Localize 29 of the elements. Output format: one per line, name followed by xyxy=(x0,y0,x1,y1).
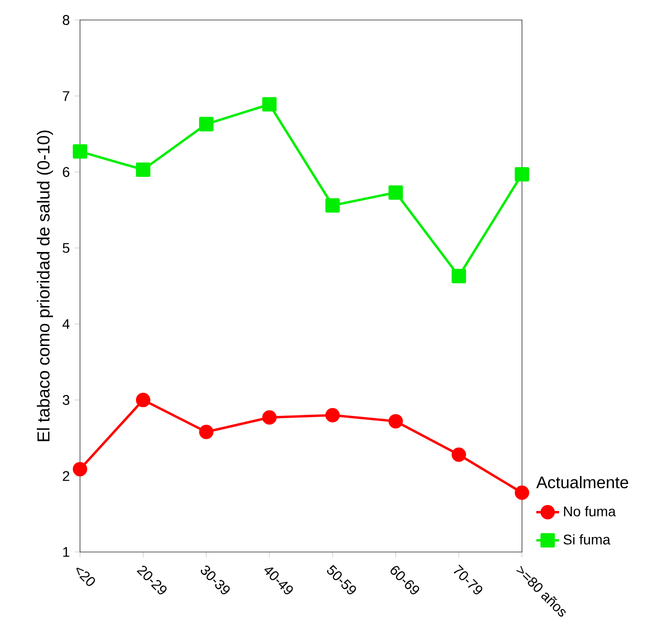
point xyxy=(262,410,277,425)
y-tick-label: 4 xyxy=(62,319,70,329)
point xyxy=(388,414,403,428)
legend-title: Actualmente xyxy=(536,476,628,488)
legend-label: Si fuma xyxy=(564,534,610,545)
y-tick-label: 3 xyxy=(62,395,70,405)
y-axis-title: El tabaco como prioridad de salud (0-10) xyxy=(36,130,54,442)
point xyxy=(136,392,150,408)
y-tick-label: 6 xyxy=(62,167,70,177)
x-tick-label: <20 xyxy=(76,568,95,586)
point xyxy=(514,486,530,500)
y-tick-label: 7 xyxy=(62,91,70,101)
legend-label: No fuma xyxy=(564,506,616,516)
point xyxy=(452,268,466,284)
point xyxy=(325,408,340,422)
point xyxy=(136,162,150,177)
point xyxy=(199,424,214,440)
y-tick-label: 8 xyxy=(62,15,70,25)
y-tick-label: 2 xyxy=(62,471,70,481)
point xyxy=(452,448,466,462)
y-tick-label: 5 xyxy=(62,243,70,253)
point xyxy=(325,198,340,213)
point xyxy=(514,167,530,182)
point xyxy=(199,116,214,132)
point xyxy=(262,97,277,112)
y-tick-label: 1 xyxy=(63,547,70,557)
point xyxy=(388,185,403,200)
point xyxy=(72,144,88,159)
point xyxy=(72,462,88,476)
